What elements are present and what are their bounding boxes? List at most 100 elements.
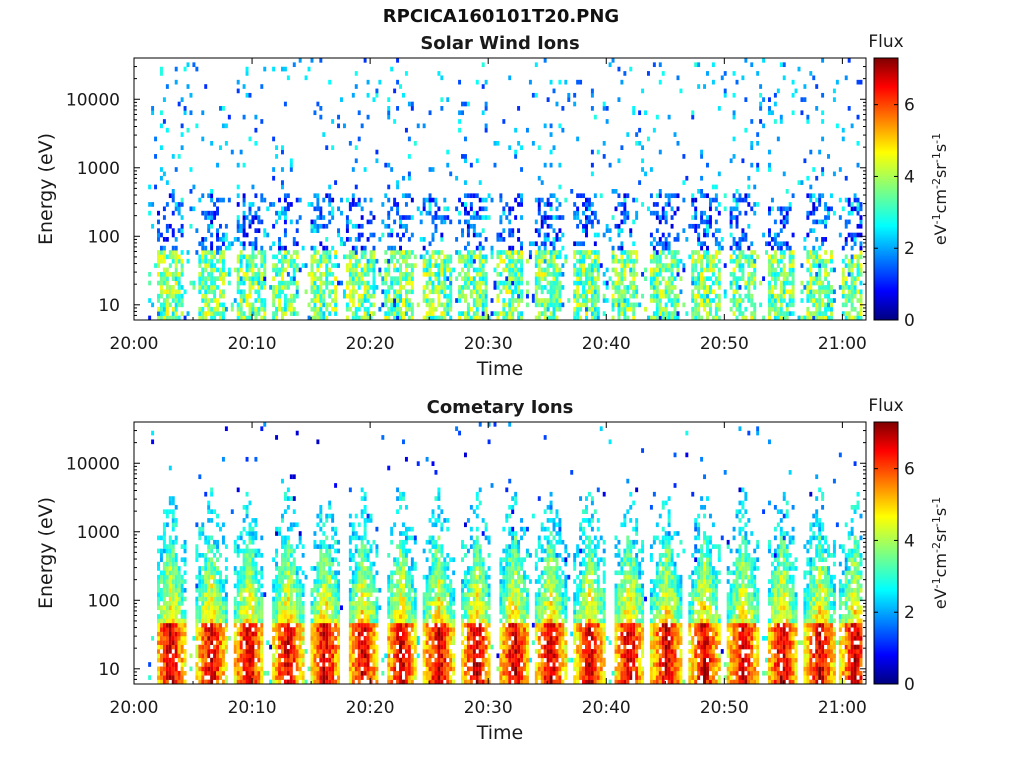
spectrogram-cell xyxy=(815,219,819,225)
spectrogram-cell xyxy=(829,250,833,255)
spectrogram-cell xyxy=(517,302,521,308)
spectrogram-cell xyxy=(319,302,323,308)
spectrogram-cell xyxy=(632,219,636,225)
spectrogram-cell xyxy=(236,618,240,624)
spectrogram-cell xyxy=(697,189,701,194)
spectrogram-cell xyxy=(691,298,695,303)
spectrogram-cell xyxy=(372,285,376,290)
spectrogram-cell xyxy=(310,622,314,628)
spectrogram-cell xyxy=(652,245,656,251)
spectrogram-cell xyxy=(614,206,618,212)
spectrogram-cell xyxy=(552,271,556,277)
spectrogram-cell xyxy=(325,267,329,273)
spectrogram-cell xyxy=(387,311,391,316)
spectrogram-cell xyxy=(714,306,718,312)
spectrogram-cell xyxy=(295,587,299,593)
spectrogram-cell xyxy=(213,566,217,571)
spectrogram-cell xyxy=(508,206,512,212)
spectrogram-cell xyxy=(387,184,391,190)
spectrogram-cell xyxy=(219,614,222,619)
spectrogram-cell xyxy=(378,237,382,242)
spectrogram-cell xyxy=(552,241,556,247)
spectrogram-cell xyxy=(537,245,541,251)
spectrogram-cell xyxy=(236,548,240,554)
spectrogram-cell xyxy=(543,245,547,251)
spectrogram-cell xyxy=(682,154,686,159)
spectrogram-cell xyxy=(815,206,819,212)
spectrogram-cell xyxy=(183,579,187,584)
spectrogram-cell xyxy=(260,653,264,659)
spectrogram-cell xyxy=(534,92,538,98)
spectrogram-cell xyxy=(461,232,464,238)
spectrogram-cell xyxy=(632,106,636,111)
spectrogram-cell xyxy=(162,539,166,545)
spectrogram-cell xyxy=(313,579,317,584)
spectrogram-cell xyxy=(703,285,707,290)
spectrogram-cell xyxy=(221,306,225,312)
spectrogram-cell xyxy=(626,302,630,308)
spectrogram-cell xyxy=(210,189,214,194)
spectrogram-cell xyxy=(806,114,810,120)
spectrogram-cell xyxy=(543,162,547,168)
spectrogram-cell xyxy=(245,640,249,645)
spectrogram-cell xyxy=(546,258,550,264)
spectrogram-cell xyxy=(723,193,727,199)
spectrogram-cell xyxy=(378,267,382,273)
spectrogram-cell xyxy=(821,315,825,321)
spectrogram-cell xyxy=(245,293,249,299)
spectrogram-cell xyxy=(165,666,169,672)
spectrogram-cell xyxy=(171,592,175,597)
spectrogram-cell xyxy=(372,289,376,295)
spectrogram-cell xyxy=(815,197,819,203)
spectrogram-cell xyxy=(348,254,352,260)
spectrogram-cell xyxy=(791,232,795,238)
spectrogram-cell xyxy=(245,662,249,667)
spectrogram-cell xyxy=(171,518,175,523)
spectrogram-cell xyxy=(322,223,326,229)
spectrogram-cell xyxy=(369,232,373,238)
spectrogram-cell xyxy=(655,315,659,321)
spectrogram-cell xyxy=(363,293,367,299)
spectrogram-cell xyxy=(773,232,777,238)
spectrogram-cell xyxy=(248,644,252,650)
spectrogram-cell xyxy=(148,184,152,190)
spectrogram-cell xyxy=(443,254,447,260)
spectrogram-cell xyxy=(425,258,429,264)
spectrogram-cell xyxy=(280,149,284,155)
spectrogram-cell xyxy=(667,202,671,207)
spectrogram-cell xyxy=(478,241,482,247)
spectrogram-cell xyxy=(676,293,680,299)
spectrogram-cell xyxy=(198,289,202,295)
spectrogram-cell xyxy=(555,237,559,242)
spectrogram-cell xyxy=(458,119,462,124)
spectrogram-cell xyxy=(366,289,370,295)
spectrogram-cell xyxy=(779,306,783,312)
spectrogram-cell xyxy=(363,254,367,260)
spectrogram-cell xyxy=(354,267,358,273)
spectrogram-cell xyxy=(275,635,279,641)
spectrogram-cell xyxy=(750,254,754,260)
spectrogram-cell xyxy=(174,609,178,615)
spectrogram-cell xyxy=(213,631,217,637)
spectrogram-cell xyxy=(242,280,246,286)
spectrogram-cell xyxy=(298,622,302,628)
spectrogram-cell xyxy=(257,306,261,312)
spectrogram-cell xyxy=(148,202,152,207)
spectrogram-cell xyxy=(233,605,237,611)
spectrogram-cell xyxy=(407,193,411,199)
spectrogram-cell xyxy=(221,579,225,584)
spectrogram-cell xyxy=(195,649,199,654)
spectrogram-cell xyxy=(245,456,249,462)
spectrogram-cell xyxy=(257,228,261,233)
spectrogram-cell xyxy=(242,653,246,659)
spectrogram-cell xyxy=(735,241,739,247)
spectrogram-cell xyxy=(791,302,795,308)
spectrogram-cell xyxy=(292,509,296,514)
spectrogram-cell xyxy=(841,302,845,308)
spectrogram-cell xyxy=(652,258,656,264)
spectrogram-cell xyxy=(236,570,240,576)
spectrogram-cell xyxy=(478,298,482,303)
spectrogram-cell xyxy=(437,315,441,321)
spectrogram-cell xyxy=(298,531,302,536)
spectrogram-cell xyxy=(269,245,273,251)
